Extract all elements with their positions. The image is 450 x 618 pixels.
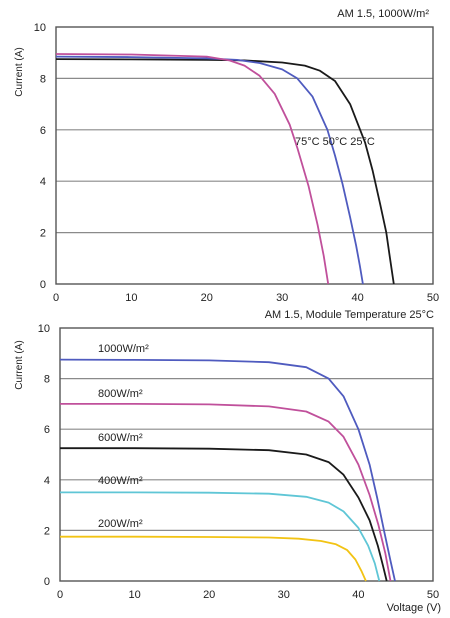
series-label: 1000W/m² xyxy=(98,343,149,355)
series-label: 600W/m² xyxy=(98,432,143,444)
x-tick-label: 40 xyxy=(351,292,363,304)
x-tick-label: 0 xyxy=(57,589,63,601)
x-tick-label: 50 xyxy=(427,292,439,304)
series-line-200wm xyxy=(60,535,367,582)
y-tick-label: 6 xyxy=(44,424,50,436)
y-tick-label: 2 xyxy=(44,525,50,537)
chart-title: AM 1.5, Module Temperature 25°C xyxy=(265,309,434,321)
y-tick-label: 4 xyxy=(44,475,50,487)
series-line-25c xyxy=(55,58,395,285)
series-line-50c xyxy=(55,55,364,285)
x-tick-label: 50 xyxy=(427,589,439,601)
series-line-800wm xyxy=(60,403,392,582)
series-line-600wm xyxy=(60,447,388,582)
series-line-400wm xyxy=(60,491,381,582)
y-axis-label: Current (A) xyxy=(14,47,25,96)
chart-title: AM 1.5, 1000W/m² xyxy=(337,8,429,20)
y-tick-label: 0 xyxy=(40,279,46,291)
y-tick-label: 4 xyxy=(40,176,46,188)
plot-frame xyxy=(59,327,434,582)
chart-panel-1: 0 2 4 6 8 10 0 10 20 30 40 50 AM 1.5, 1000W/m² Curren… xyxy=(14,8,439,304)
y-tick-label: 10 xyxy=(34,22,46,34)
chart-panel-2: 0 2 4 6 8 10 0 10 20 30 40 50 AM 1.5, Module Tempera… xyxy=(14,309,441,614)
y-tick-label: 8 xyxy=(44,374,50,386)
plot-frame xyxy=(55,26,434,285)
x-tick-label: 20 xyxy=(201,292,213,304)
y-tick-label: 8 xyxy=(40,73,46,85)
x-tick-label: 10 xyxy=(128,589,140,601)
y-tick-label: 6 xyxy=(40,125,46,137)
y-tick-label: 0 xyxy=(44,576,50,588)
x-tick-label: 10 xyxy=(125,292,137,304)
series-label: 400W/m² xyxy=(98,475,143,487)
x-tick-label: 0 xyxy=(53,292,59,304)
y-axis-label: Current (A) xyxy=(14,340,25,389)
x-tick-label: 30 xyxy=(276,292,288,304)
series-label: 200W/m² xyxy=(98,518,143,530)
y-tick-label: 2 xyxy=(40,228,46,240)
x-tick-label: 20 xyxy=(203,589,215,601)
series-line-1000wm xyxy=(59,358,396,582)
x-tick-label: 30 xyxy=(278,589,290,601)
x-tick-label: 40 xyxy=(352,589,364,601)
y-tick-label: 10 xyxy=(38,323,50,335)
x-axis-label: Voltage (V) xyxy=(387,602,441,614)
series-line-75c xyxy=(55,53,330,285)
temperature-annotation: 75°C 50°C 25°C xyxy=(295,136,375,148)
series-label: 800W/m² xyxy=(98,388,143,400)
